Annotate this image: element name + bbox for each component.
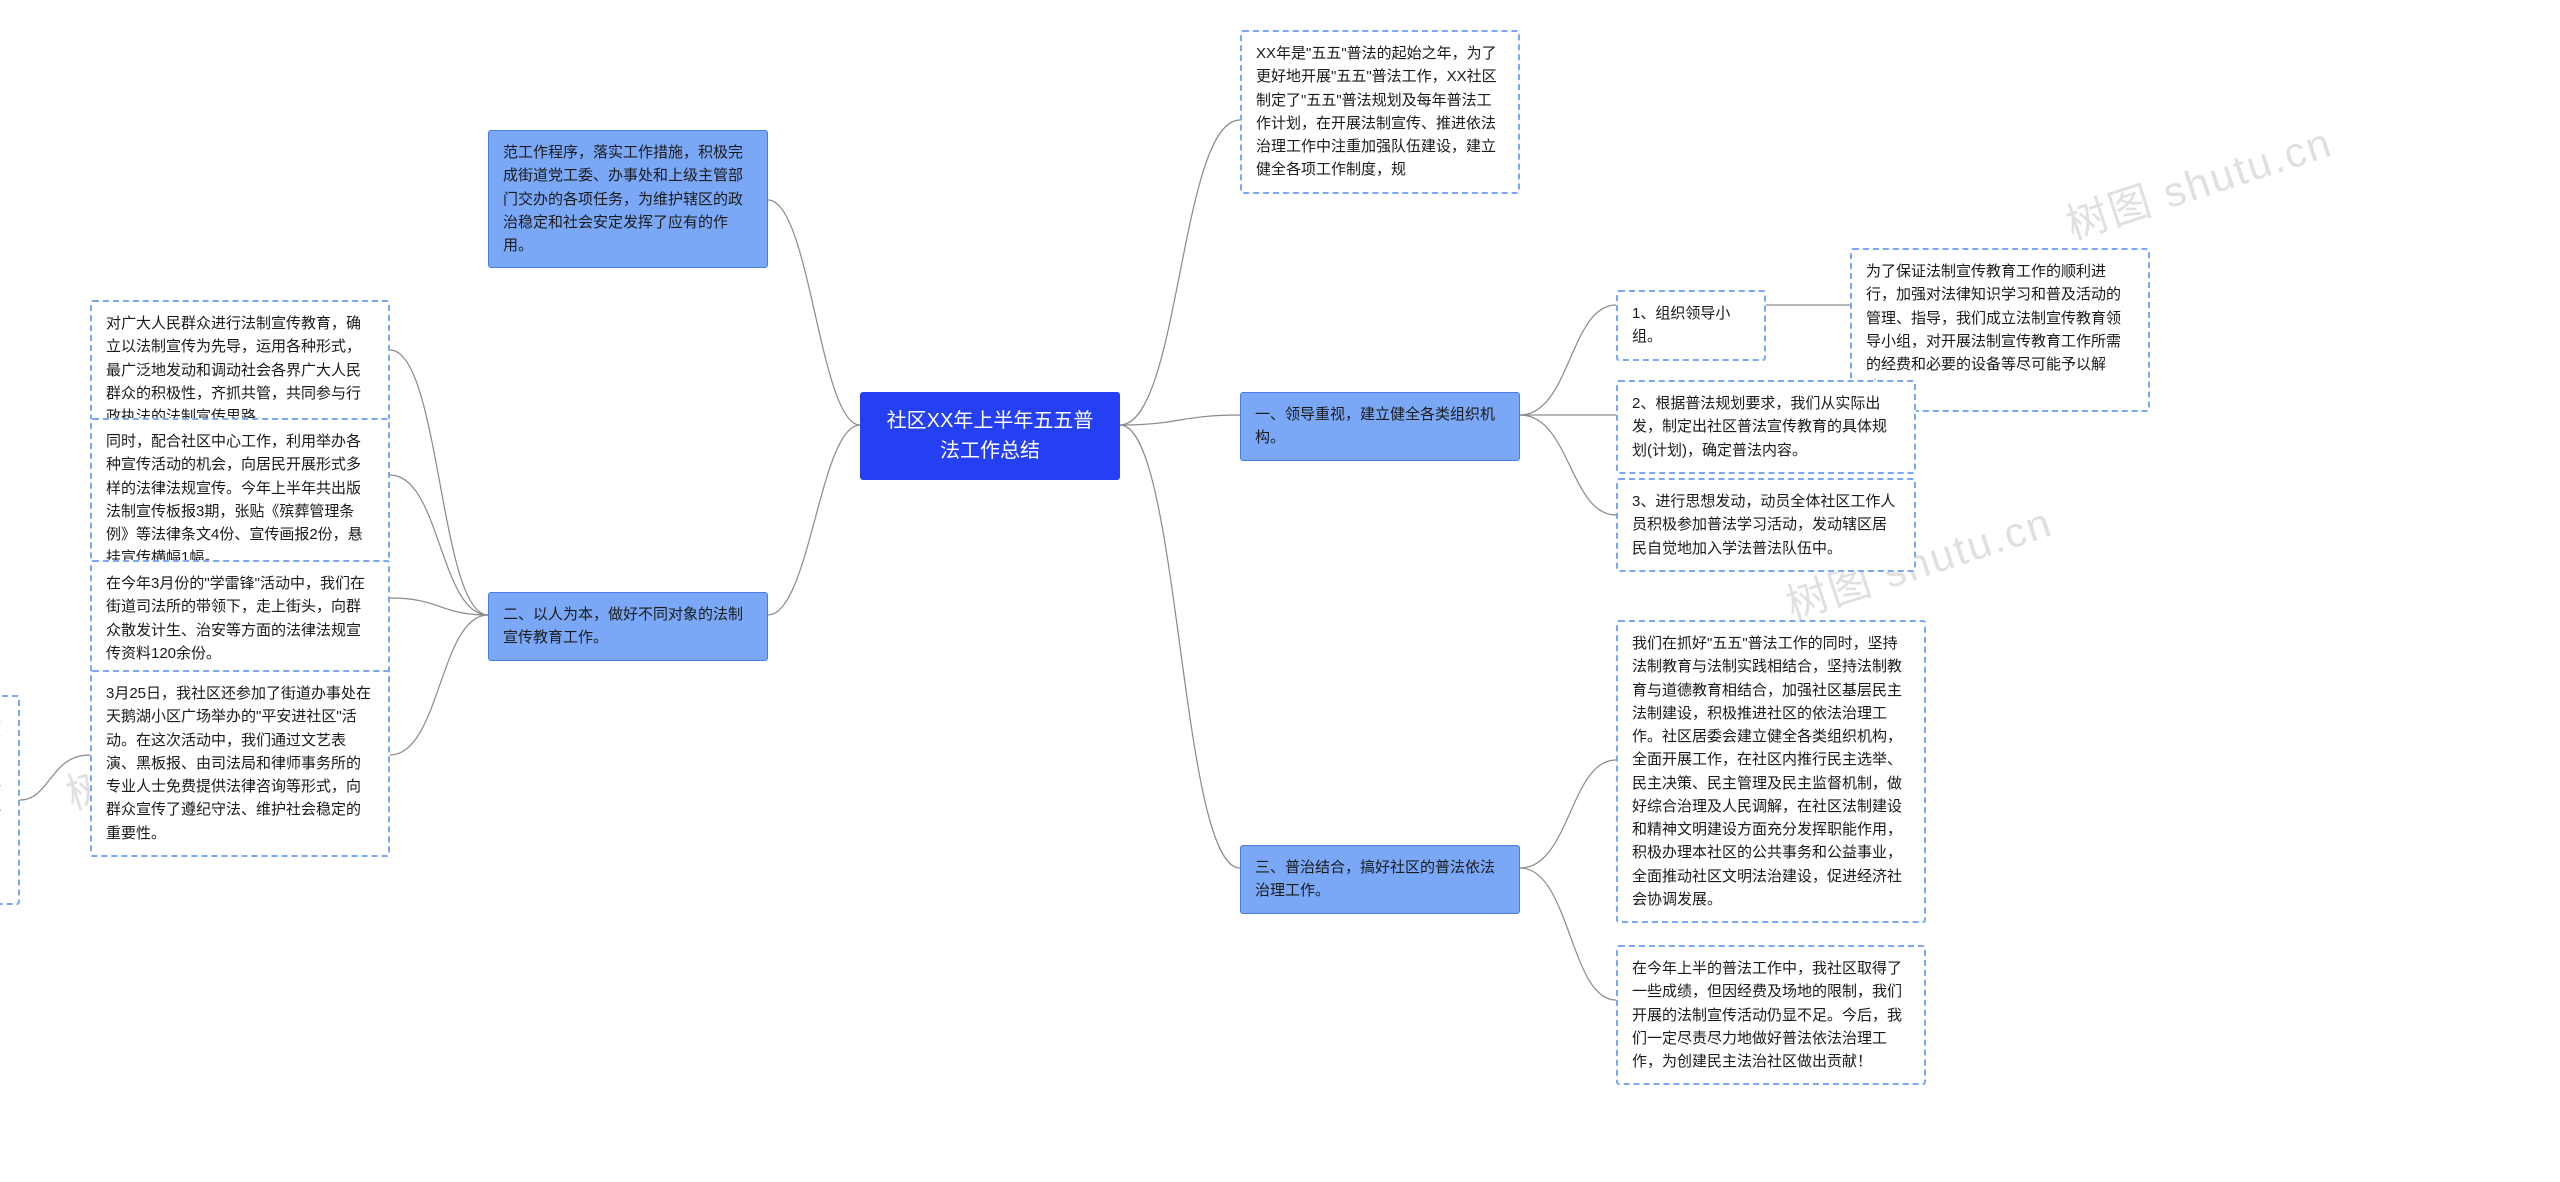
right-branch-3-child-1: 我们在抓好"五五"普法工作的同时，坚持法制教育与法制实践相结合，坚持法制教育与道…: [1616, 620, 1926, 923]
right-branch-2: 一、领导重视，建立健全各类组织机构。: [1240, 392, 1520, 461]
right-branch-2-child-3: 3、进行思想发动，动员全体社区工作人员积极参加普法学习活动，发动辖区居民自觉地加…: [1616, 478, 1916, 572]
right-branch-3: 三、普治结合，搞好社区的普法依法治理工作。: [1240, 845, 1520, 914]
right-branch-3-child-2: 在今年上半的普法工作中，我社区取得了一些成绩，但因经费及场地的限制，我们开展的法…: [1616, 945, 1926, 1085]
left-branch-1: 范工作程序，落实工作措施，积极完成街道党工委、办事处和上级主管部门交办的各项任务…: [488, 130, 768, 268]
left-branch-2-child-4-child: 我们积极参与未成年思想道德教育，利用寒假期间组织辖区内中小学生参加社区公益劳动，…: [0, 695, 20, 905]
right-branch-2-child-1: 1、组织领导小组。: [1616, 290, 1766, 361]
right-branch-2-child-2: 2、根据普法规划要求，我们从实际出发，制定出社区普法宣传教育的具体规划(计划)，…: [1616, 380, 1916, 474]
left-branch-2-child-4: 3月25日，我社区还参加了街道办事处在天鹅湖小区广场举办的"平安进社区"活动。在…: [90, 670, 390, 857]
watermark: 树图 shutu.cn: [2057, 109, 2339, 252]
left-branch-2-child-2: 同时，配合社区中心工作，利用举办各种宣传活动的机会，向居民开展形式多样的法律法规…: [90, 418, 390, 582]
center-node: 社区XX年上半年五五普法工作总结: [860, 392, 1120, 480]
left-branch-2: 二、以人为本，做好不同对象的法制宣传教育工作。: [488, 592, 768, 661]
right-branch-1: XX年是"五五"普法的起始之年，为了更好地开展"五五"普法工作，XX社区制定了"…: [1240, 30, 1520, 194]
left-branch-2-child-3: 在今年3月份的"学雷锋"活动中，我们在街道司法所的带领下，走上街头，向群众散发计…: [90, 560, 390, 677]
